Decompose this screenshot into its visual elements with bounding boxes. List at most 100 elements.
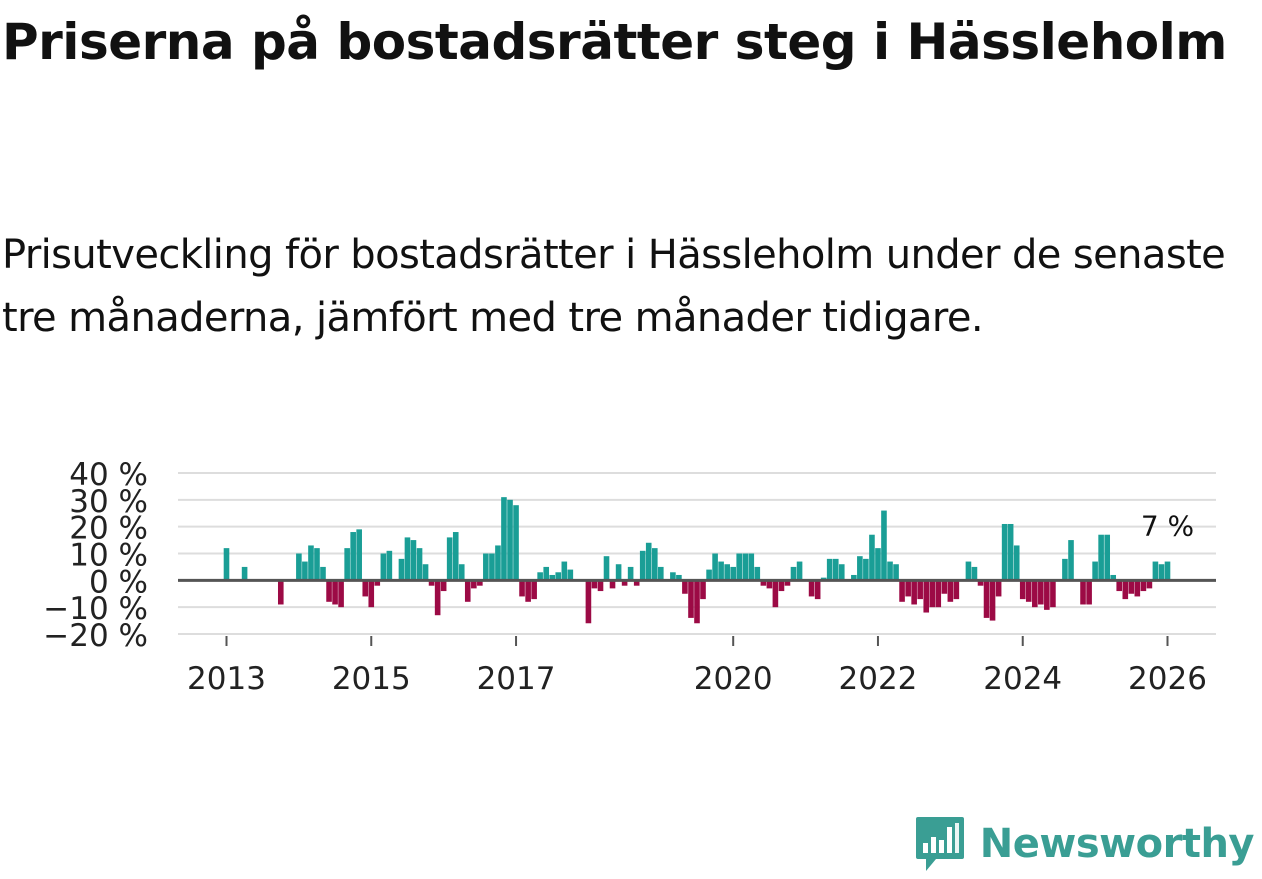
bar	[748, 553, 755, 581]
newsworthy-bar-chart-logo-icon	[915, 817, 964, 871]
bar	[350, 532, 356, 581]
newsworthy-logo[interactable]: Newsworthy	[914, 815, 1255, 873]
bar	[965, 561, 972, 581]
bar	[929, 580, 936, 608]
bar	[223, 548, 230, 581]
bar	[422, 564, 429, 581]
x-axis: 2013 2015 2017 2020 2022 2024 2026	[187, 636, 1207, 697]
bar	[308, 545, 314, 581]
bar	[458, 564, 465, 581]
chart-subtitle: Prisutveckling för bostadsrätter i Hässl…	[2, 232, 1226, 341]
bar	[241, 566, 248, 581]
bar	[543, 566, 550, 581]
bar	[374, 580, 381, 586]
bar	[344, 548, 350, 581]
bar	[736, 553, 743, 581]
bar	[1146, 580, 1153, 589]
bar	[537, 572, 543, 581]
bar	[700, 580, 706, 600]
bar	[1110, 574, 1117, 581]
bar	[1080, 580, 1086, 605]
bar	[555, 572, 562, 581]
x-tick-label: 2022	[839, 661, 918, 697]
bar	[277, 580, 284, 605]
bar	[887, 561, 893, 581]
bar	[585, 580, 592, 624]
bar	[1050, 580, 1056, 608]
bar	[446, 537, 453, 581]
bar	[314, 548, 320, 581]
bar	[1062, 558, 1068, 581]
bar	[477, 580, 483, 586]
y-tick-label: 0 %	[89, 564, 148, 600]
bar	[561, 561, 568, 581]
bar	[483, 553, 489, 581]
bar	[712, 553, 718, 581]
bar	[869, 534, 875, 581]
bar	[772, 580, 779, 608]
x-tick-label: 2024	[983, 661, 1062, 697]
bar	[784, 580, 791, 586]
bar	[615, 564, 622, 581]
bars-layer	[223, 497, 1171, 624]
bar	[989, 580, 996, 621]
bar	[905, 580, 911, 597]
bar	[953, 580, 960, 600]
bar	[676, 574, 682, 581]
bar	[1104, 534, 1111, 581]
bar	[796, 561, 803, 581]
bar	[838, 564, 845, 581]
bar	[489, 553, 495, 581]
bar	[356, 529, 362, 581]
bar	[1116, 580, 1123, 592]
bar	[645, 542, 652, 581]
bar	[983, 580, 990, 618]
y-tick-label: 40 %	[69, 457, 148, 493]
bar	[501, 497, 507, 581]
y-tick-label: 10 %	[69, 538, 148, 574]
bar	[591, 580, 598, 589]
bar	[893, 564, 899, 581]
bar	[754, 566, 761, 581]
x-tick-label: 2017	[477, 661, 556, 697]
y-tick-label: 20 %	[69, 511, 148, 547]
bar	[609, 580, 616, 589]
x-tick-label: 2015	[332, 661, 411, 697]
bar	[464, 580, 471, 602]
bar	[296, 553, 302, 581]
bar	[627, 566, 634, 581]
bar	[1128, 580, 1135, 594]
bar	[1140, 580, 1147, 592]
bar	[368, 580, 375, 608]
bar	[863, 558, 869, 581]
bar	[1019, 580, 1026, 600]
chart-title: Priserna på bostadsrätter steg i Hässleh…	[2, 13, 1227, 71]
bar	[1134, 580, 1141, 597]
bar	[302, 561, 308, 581]
bar	[670, 572, 676, 581]
bar	[857, 556, 863, 581]
bar	[1098, 534, 1104, 581]
bar	[1068, 540, 1074, 581]
bar	[760, 580, 767, 586]
bar	[977, 580, 984, 586]
annotation-layer: 7 %	[1141, 510, 1194, 543]
bar	[1164, 561, 1171, 581]
bar	[947, 580, 954, 602]
bar	[639, 550, 646, 581]
bar	[1122, 580, 1129, 600]
bar	[941, 580, 948, 594]
bar	[621, 580, 628, 586]
bar	[380, 553, 387, 581]
bar	[428, 580, 435, 586]
bar	[832, 558, 839, 581]
bar	[995, 580, 1002, 597]
bar	[567, 569, 574, 581]
bar	[875, 548, 881, 581]
bar	[694, 580, 700, 624]
bar	[603, 556, 610, 581]
bar-chart: −20 %−10 %0 %10 %20 %30 %40 % 2013 2015 20…	[43, 457, 1216, 697]
bar	[362, 580, 369, 597]
bar	[513, 505, 519, 581]
bar	[718, 561, 724, 581]
